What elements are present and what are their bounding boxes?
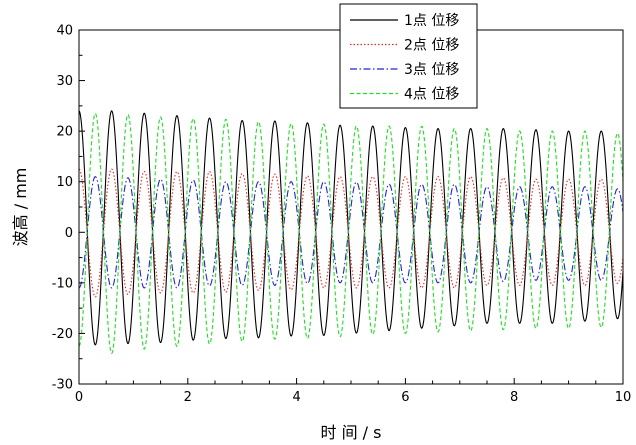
x-tick-label: 0 (75, 390, 83, 405)
x-tick-label: 4 (292, 390, 300, 405)
legend-item: 1点 位移 (350, 13, 459, 29)
ticks-layer: 0 2 4 6 8 10 -30 -20 -10 0 10 20 30 40 (52, 24, 632, 406)
x-tick-label: 6 (401, 390, 409, 405)
x-tick-label: 10 (615, 390, 632, 405)
y-tick-label: 30 (56, 74, 73, 89)
legend-item: 3点 位移 (350, 62, 459, 78)
series-line-2 (79, 168, 623, 298)
y-tick-label: 20 (56, 125, 73, 140)
y-tick-label: 10 (56, 175, 73, 190)
legend-box (339, 3, 478, 109)
y-tick-label: -10 (52, 276, 73, 291)
legend-label: 2点 位移 (404, 38, 459, 54)
x-tick-label: 2 (184, 390, 192, 405)
x-axis-title: 时 间 / s (321, 423, 382, 442)
y-tick-label: 40 (56, 24, 73, 39)
legend: 1点 位移 2点 位移 3点 位移 4点 位移 (339, 3, 478, 109)
x-tick-label: 8 (510, 390, 518, 405)
series-layer (79, 110, 623, 354)
legend-label: 3点 位移 (404, 62, 459, 78)
legend-label: 1点 位移 (404, 13, 459, 29)
y-axis-title: 波高 / mm (11, 168, 30, 247)
y-tick-label: -30 (52, 378, 73, 393)
legend-item: 4点 位移 (350, 87, 459, 103)
series-line-1 (79, 110, 623, 346)
series-line-4 (79, 112, 623, 354)
y-tick-label: 0 (65, 226, 73, 241)
y-tick-label: -20 (52, 327, 73, 342)
legend-item: 2点 位移 (350, 38, 459, 54)
legend-label: 4点 位移 (404, 87, 459, 103)
